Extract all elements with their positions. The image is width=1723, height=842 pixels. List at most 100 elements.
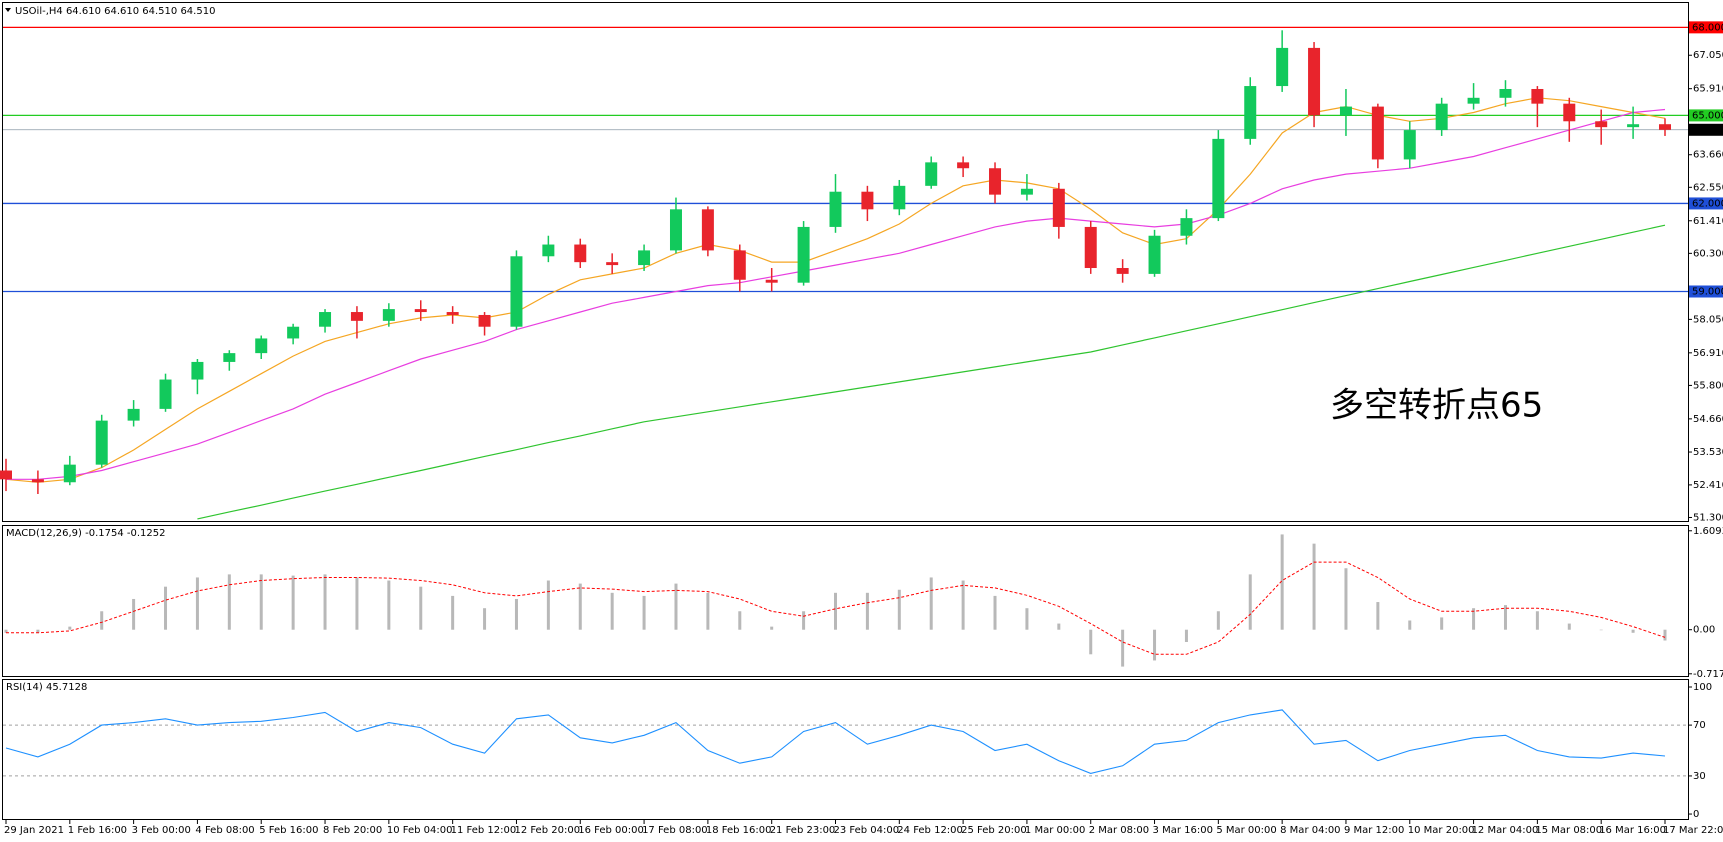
candle-body [606,262,619,266]
candle-body [1467,97,1480,104]
candle-body [350,312,363,321]
x-tick-label: 2 Mar 08:00 [1089,825,1149,836]
macd-bar [1472,608,1476,630]
macd-bar [1089,629,1093,655]
candle-body [1212,138,1225,219]
candle-body [1339,106,1352,116]
candle-body [63,464,76,483]
rsi-line [5,709,1666,774]
macd-bar [610,592,614,630]
x-tick-label: 23 Feb 04:00 [834,825,900,836]
x-tick-label: 29 Jan 2021 [4,825,64,836]
y-tick-label: 0.00 [1693,625,1715,636]
candle-body [1116,268,1129,274]
candle-body [925,162,938,186]
macd-bar [706,592,710,630]
x-tick-label: 4 Feb 08:00 [195,825,254,836]
candle-body [638,250,651,266]
macd-bar [387,580,391,630]
candle-body [223,353,236,362]
candle-body [1371,106,1384,160]
x-tick-label: 8 Feb 20:00 [323,825,382,836]
macd-bar [897,589,901,630]
macd-bar [1535,611,1539,630]
chart-header: USOil-,H4 64.610 64.610 64.510 64.510 [15,6,215,17]
x-tick-label: 15 Mar 08:00 [1535,825,1602,836]
y-tick-label: 58.050 [1693,314,1723,325]
macd-bar [1248,574,1252,630]
y-tick-label: 52.410 [1693,480,1723,491]
macd-bar [195,577,199,630]
candle-body [797,226,810,283]
candle-body [95,420,108,465]
x-tick-label: 18 Feb 16:00 [706,825,772,836]
menu-arrow[interactable] [5,8,11,12]
x-tick-label: 8 Mar 04:00 [1280,825,1340,836]
y-tick-label: 63.660 [1693,150,1723,161]
rsi-panel [2,679,1689,820]
candle-body [829,191,842,227]
main-panel [2,2,1689,522]
candle-body [669,209,682,251]
x-tick-label: 24 Feb 12:00 [897,825,963,836]
macd-bar [323,574,327,630]
macd-bar [1057,623,1061,630]
signal-line [6,561,1666,655]
y-tick-label: 54.660 [1693,414,1723,425]
macd-bar [36,629,40,633]
macd-bar [4,629,8,633]
y-tick-label: 0 [1693,809,1699,820]
candle-body [191,361,204,380]
candle-body [478,314,491,327]
y-tick-label: 60.300 [1693,248,1723,259]
macd-bar [1631,629,1635,633]
x-tick-label: 9 Mar 12:00 [1344,825,1404,836]
macd-bar [100,611,104,630]
macd-bar [834,592,837,630]
x-tick-label: 17 Mar 22:00 [1663,825,1723,836]
macd-bar [451,595,455,630]
macd-bar [419,586,423,630]
macd-bar [227,574,231,630]
x-tick-label: 3 Mar 16:00 [1153,825,1213,836]
macd-bar [865,592,869,630]
macd-bar [1216,611,1220,630]
candle-body [1148,235,1161,274]
macd-bar [1121,629,1125,667]
x-tick-label: 12 Mar 04:00 [1472,825,1539,836]
macd-bar [929,577,933,630]
macd-bar [546,580,550,630]
macd-bar [961,580,965,630]
level-label: 59.000 [1692,286,1723,297]
macd-header: MACD(12,26,9) -0.1754 -0.1252 [6,528,166,539]
level-label-box [1689,285,1723,298]
macd-bar [578,583,582,630]
candle-body [765,279,778,283]
candle-body [382,309,395,321]
moving-average [197,224,1666,520]
y-tick-label: 51.300 [1693,512,1723,523]
level-label: 62.000 [1692,198,1723,209]
candle-body [1180,218,1193,236]
candle-body [989,168,1002,195]
x-tick-label: 5 Mar 00:00 [1216,825,1276,836]
macd-bar [1440,617,1444,630]
x-tick-label: 16 Feb 00:00 [578,825,644,836]
price-label: 64.510 [1692,125,1723,136]
x-tick-label: 10 Mar 20:00 [1408,825,1475,836]
candle-body [574,244,587,263]
x-tick-label: 25 Feb 20:00 [961,825,1027,836]
macd-bar [259,574,263,630]
candle-body [701,209,714,251]
macd-bar [1503,605,1507,630]
macd-bar [1184,629,1188,643]
macd-bar [483,608,487,630]
macd-bar [1153,629,1157,661]
level-label-box [1689,197,1723,210]
candle-body [1244,86,1257,139]
candle-body [1435,103,1448,131]
y-tick-label: 67.050 [1693,50,1723,61]
macd-bar [1599,629,1603,631]
macd-bar [1025,608,1029,630]
